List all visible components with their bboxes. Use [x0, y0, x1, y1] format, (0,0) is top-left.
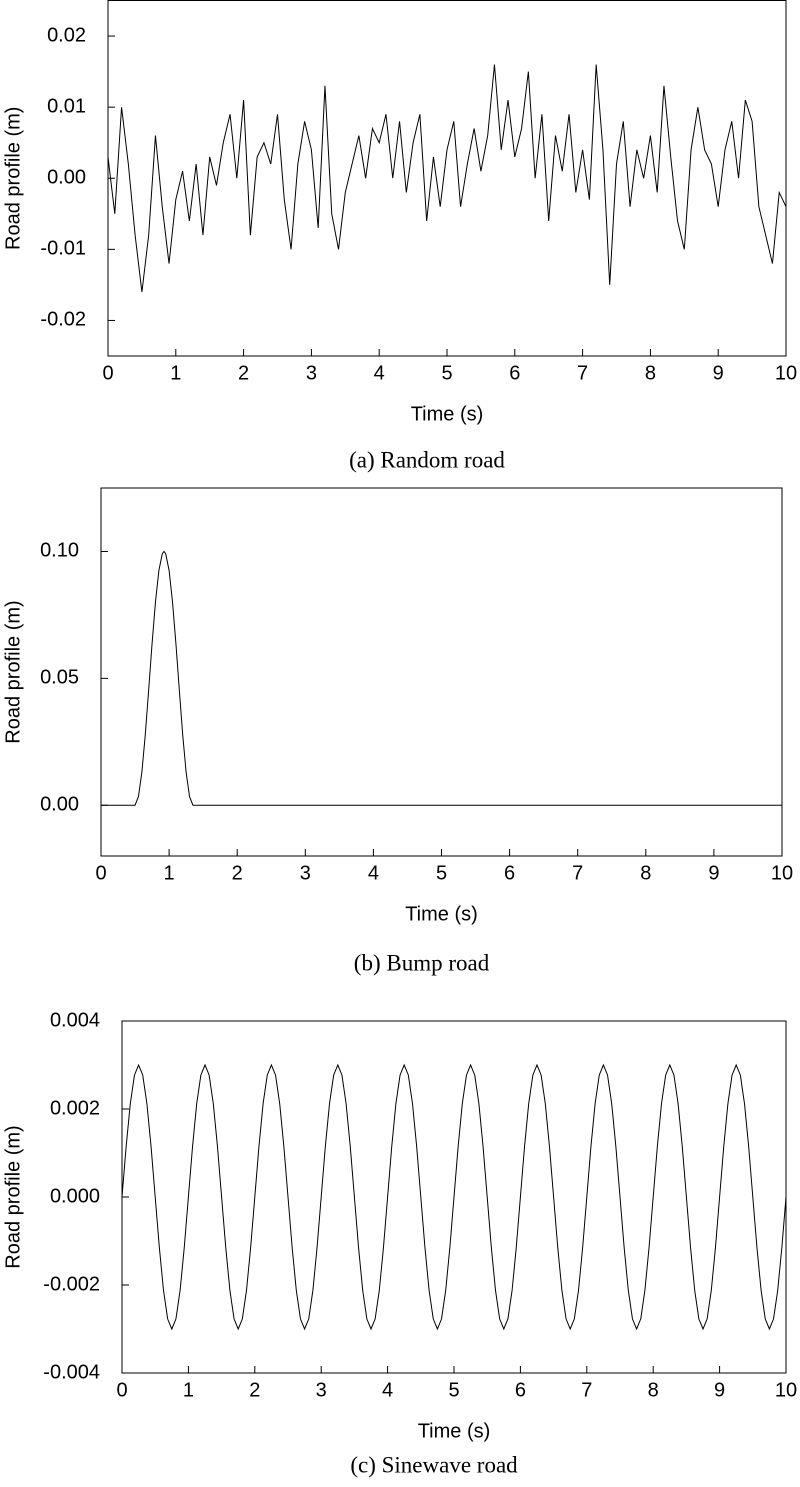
caption: (c) Sinewave road: [350, 1452, 518, 1477]
y-axis-label: Road profile (m): [2, 600, 24, 743]
x-tick-label: 4: [382, 1379, 393, 1401]
x-tick-label: 4: [368, 862, 379, 884]
x-tick-label: 9: [708, 862, 719, 884]
x-tick-label: 7: [572, 862, 583, 884]
x-tick-label: 2: [249, 1379, 260, 1401]
x-tick-label: 4: [374, 362, 385, 384]
x-tick-label: 5: [448, 1379, 459, 1401]
x-tick-label: 6: [509, 362, 520, 384]
x-tick-label: 0: [116, 1379, 127, 1401]
x-axis-label: Time (s): [405, 903, 478, 925]
x-tick-label: 7: [577, 362, 588, 384]
plot-frame: [100, 487, 783, 857]
y-axis-label: Road profile (m): [2, 1125, 24, 1268]
x-tick-label: 8: [648, 1379, 659, 1401]
x-tick-label: 3: [300, 862, 311, 884]
x-tick-label: 10: [775, 1379, 797, 1401]
y-tick-label: -0.02: [40, 309, 86, 331]
y-tick-label: 0.10: [40, 540, 79, 562]
x-tick-label: 3: [306, 362, 317, 384]
y-tick-label: 0.02: [47, 24, 86, 46]
x-tick-label: 8: [645, 362, 656, 384]
x-tick-label: 5: [436, 862, 447, 884]
x-tick-label: 6: [504, 862, 515, 884]
x-tick-label: 6: [515, 1379, 526, 1401]
x-tick-label: 9: [713, 362, 724, 384]
x-tick-label: 1: [170, 362, 181, 384]
y-axis-label: Road profile (m): [2, 107, 24, 250]
plot-frame: [107, 0, 787, 357]
y-tick-label: -0.01: [40, 238, 86, 260]
x-tick-label: 1: [183, 1379, 194, 1401]
x-tick-label: 10: [775, 362, 797, 384]
x-tick-label: 10: [771, 862, 793, 884]
x-tick-label: 1: [164, 862, 175, 884]
y-tick-label: -0.002: [43, 1273, 100, 1295]
data-line: [121, 1063, 787, 1331]
x-tick-label: 0: [102, 362, 113, 384]
caption: (b) Bump road: [354, 950, 490, 975]
x-tick-label: 7: [581, 1379, 592, 1401]
data-line: [101, 550, 782, 806]
x-axis-label: Time (s): [411, 403, 484, 425]
x-axis-label: Time (s): [418, 1420, 491, 1442]
y-tick-label: -0.004: [43, 1361, 100, 1383]
caption: (a) Random road: [349, 447, 505, 472]
y-tick-label: 0.05: [40, 667, 79, 689]
y-tick-label: 0.004: [50, 1009, 100, 1031]
x-tick-label: 9: [714, 1379, 725, 1401]
x-tick-label: 2: [232, 862, 243, 884]
y-tick-label: 0.00: [40, 794, 79, 816]
y-tick-label: 0.01: [47, 95, 86, 117]
x-tick-label: 2: [238, 362, 249, 384]
x-tick-label: 5: [441, 362, 452, 384]
x-tick-label: 3: [316, 1379, 327, 1401]
y-tick-label: 0.00: [47, 167, 86, 189]
data-line: [107, 64, 787, 293]
y-tick-label: 0.000: [50, 1185, 100, 1207]
y-tick-label: 0.002: [50, 1097, 100, 1119]
x-tick-label: 8: [640, 862, 651, 884]
x-tick-label: 0: [95, 862, 106, 884]
